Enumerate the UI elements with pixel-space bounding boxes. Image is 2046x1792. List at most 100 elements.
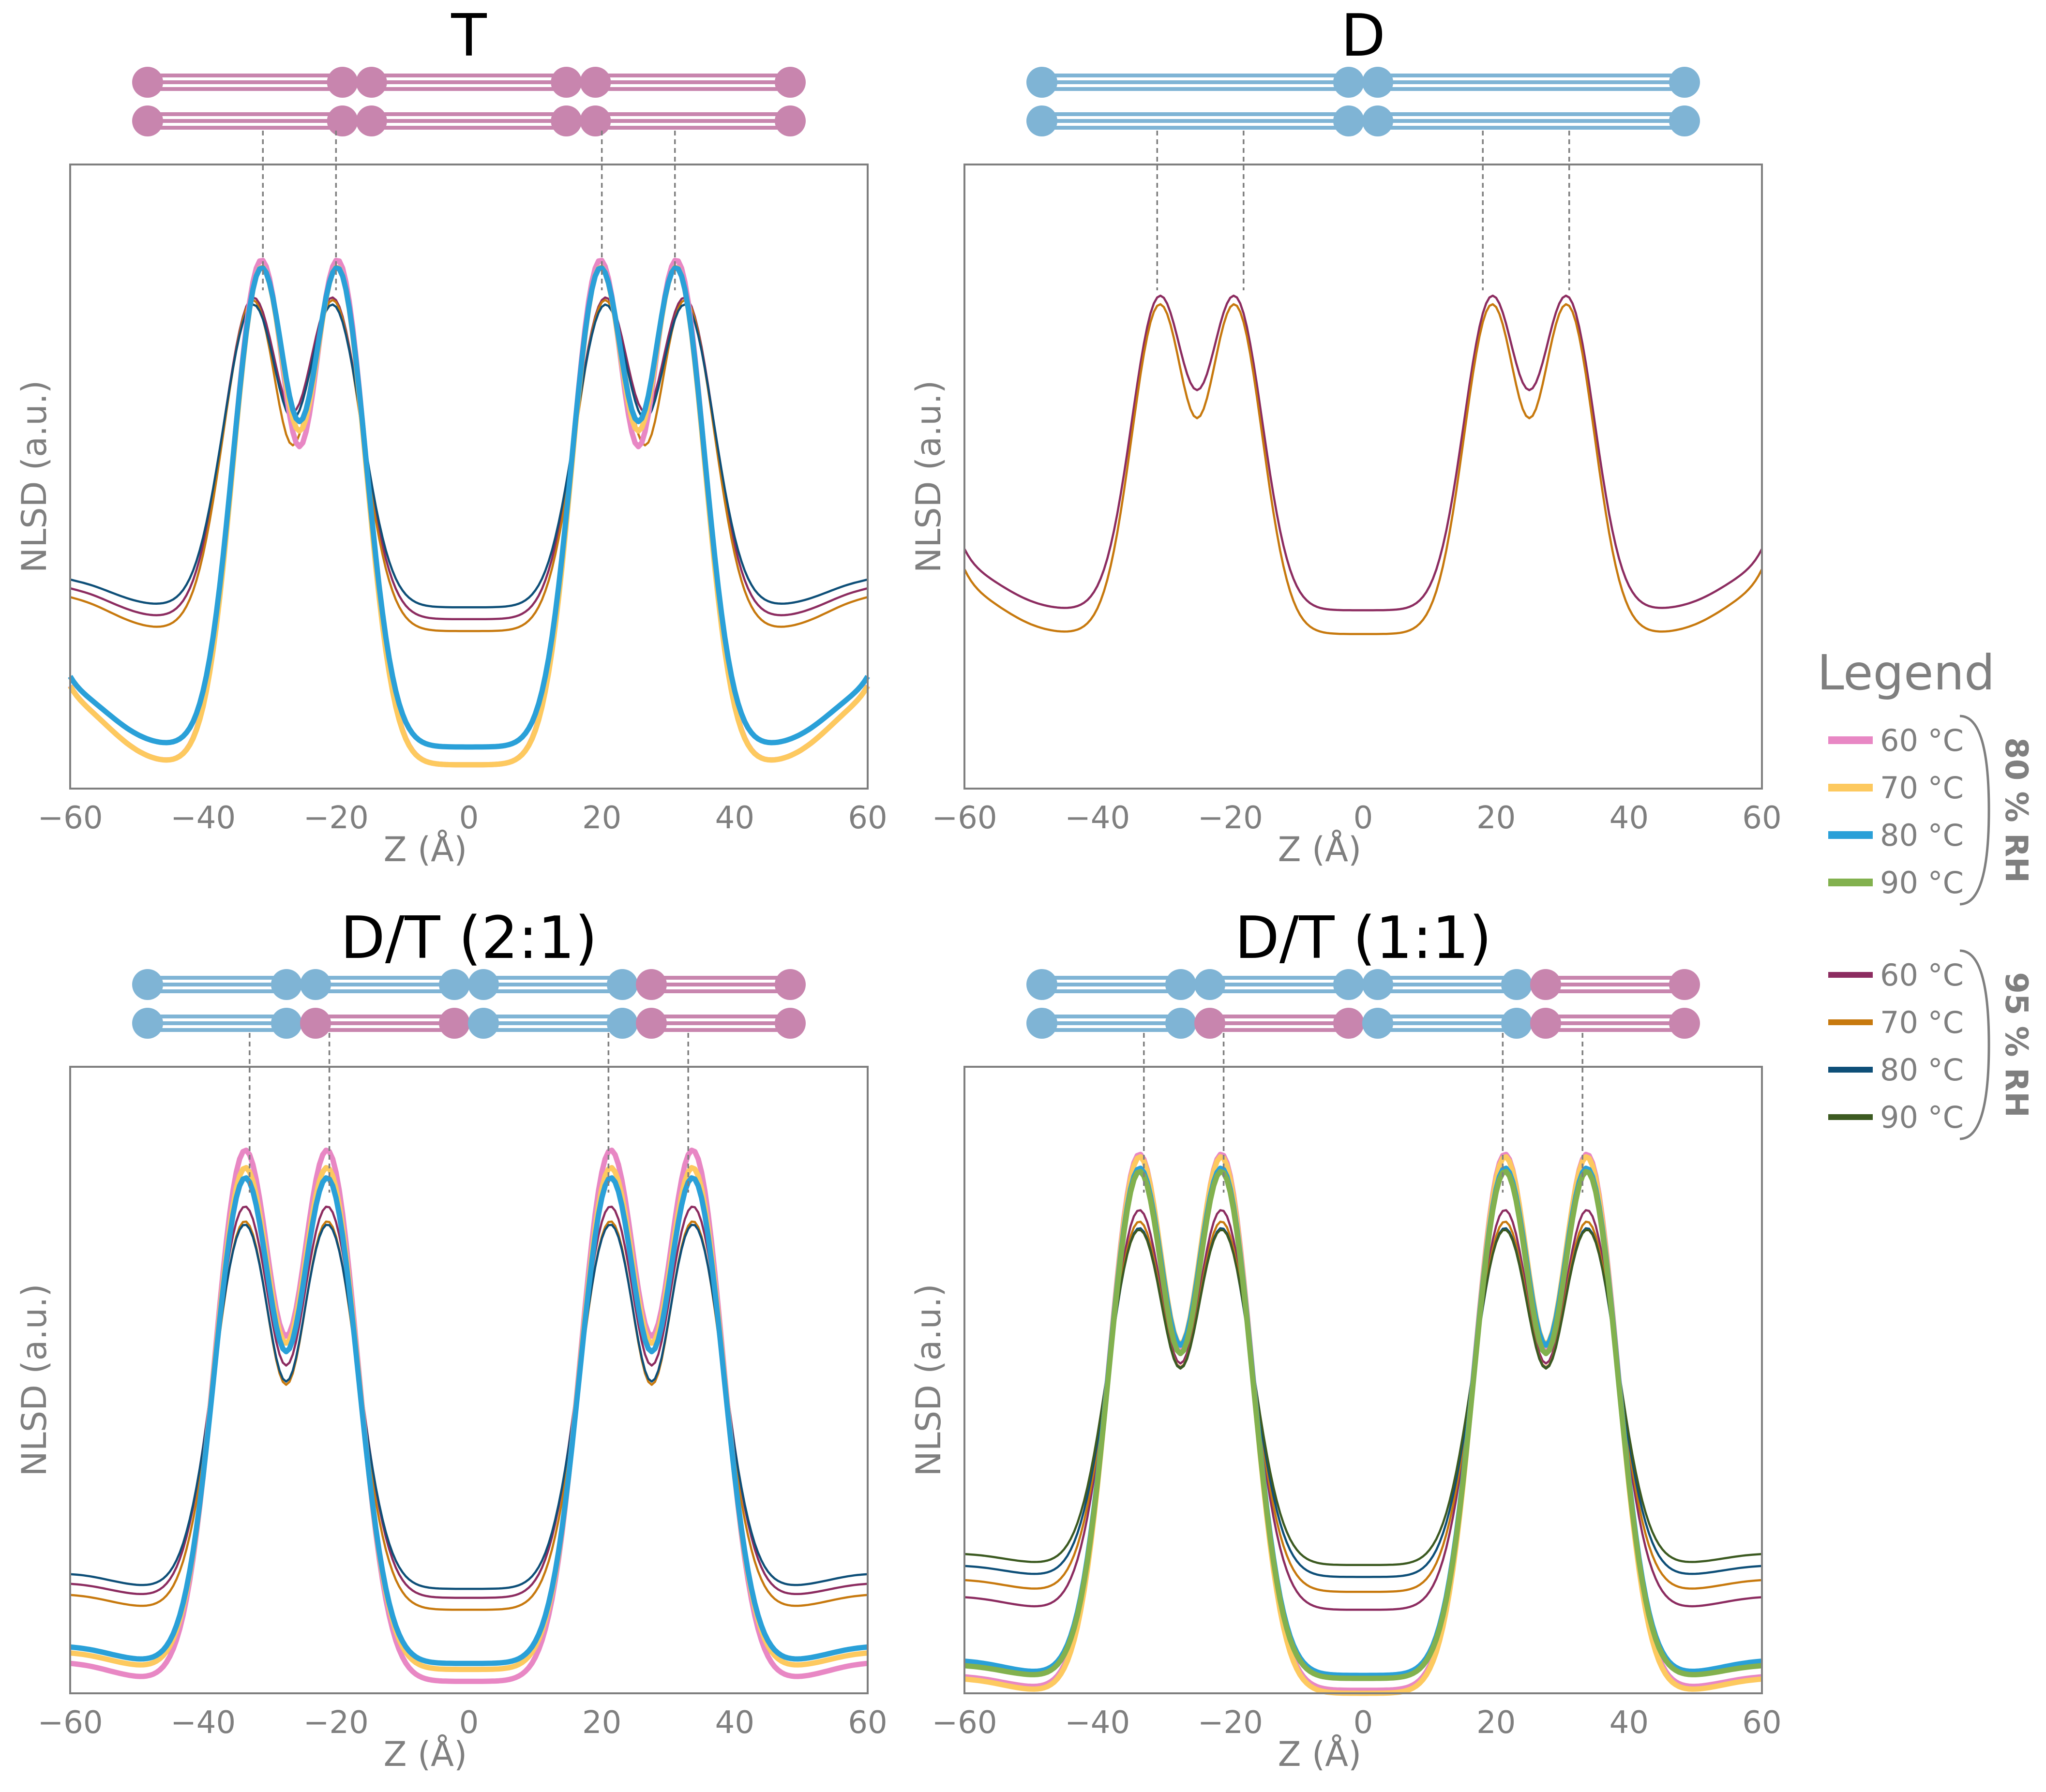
- x-axis-label: Z (Å): [384, 830, 467, 869]
- legend-bracket: [1959, 949, 1990, 1140]
- lipid-head: [775, 105, 806, 136]
- series-line-rh95-70: [964, 1221, 1762, 1593]
- lipid-head: [1362, 67, 1393, 98]
- lipid-head: [1333, 67, 1364, 98]
- lipid-head: [636, 1008, 667, 1039]
- legend: Legend 60 °C 70 °C 80 °C 90 °C 80 % RH 60 °C 70…: [1817, 644, 2034, 1140]
- series-line-rh80-70: [68, 265, 870, 768]
- axis-frame: [69, 1066, 869, 1694]
- series-line-rh95-90: [964, 1228, 1762, 1567]
- x-tick-label: −40: [170, 1705, 236, 1741]
- x-tick-label: −60: [932, 1705, 997, 1741]
- lipid-head: [1333, 1008, 1364, 1039]
- y-axis-label: NLSD (a.u.): [15, 380, 54, 573]
- x-tick-label: 0: [1354, 1705, 1373, 1741]
- lipid-head: [1669, 1008, 1700, 1039]
- series-line-rh95-60: [70, 296, 868, 621]
- x-tick-label: 0: [459, 1705, 479, 1741]
- x-tick-label: −40: [1065, 1705, 1130, 1741]
- x-tick-label: −20: [303, 800, 369, 836]
- series-line-rh95-80: [70, 303, 868, 609]
- x-tick-label: −40: [1065, 800, 1130, 836]
- lipid-head: [775, 969, 806, 1000]
- series-line-rh80-90: [964, 1169, 1762, 1681]
- x-tick-label: −20: [1198, 1705, 1263, 1741]
- lipid-head: [1165, 969, 1196, 1000]
- lipid-schematic: [132, 969, 806, 1039]
- x-tick-label: 0: [1354, 800, 1373, 836]
- panel-title: D: [1341, 2, 1385, 70]
- lipid-head: [1194, 1008, 1225, 1039]
- lipid-head: [1501, 969, 1532, 1000]
- series-line-rh80-80: [68, 265, 870, 750]
- series-line-rh80-60: [70, 1148, 868, 1684]
- series-line-rh80-60: [68, 257, 870, 768]
- x-axis-label: Z (Å): [384, 1734, 467, 1774]
- lipid-head: [1362, 105, 1393, 136]
- lipid-head: [132, 969, 163, 1000]
- legend-bracket: [1959, 715, 1990, 906]
- lipid-head: [607, 969, 638, 1000]
- lipid-head: [327, 67, 358, 98]
- legend-entry-label: 90 °C: [1880, 1100, 1964, 1135]
- y-axis-label: NLSD (a.u.): [909, 380, 948, 573]
- panel-title: D/T (1:1): [1234, 905, 1491, 972]
- lipid-head: [607, 1008, 638, 1039]
- x-tick-label: −60: [37, 1705, 103, 1741]
- lipid-head: [1026, 67, 1057, 98]
- legend-entry-label: 60 °C: [1880, 957, 1964, 993]
- lipid-head: [300, 1008, 331, 1039]
- lipid-schematic: [1026, 969, 1700, 1039]
- lipid-head: [636, 969, 667, 1000]
- lipid-head: [1026, 105, 1057, 136]
- x-axis-label: Z (Å): [1278, 1734, 1362, 1774]
- lipid-head: [271, 969, 302, 1000]
- lipid-head: [1362, 969, 1393, 1000]
- x-tick-label: 20: [1476, 1705, 1516, 1741]
- panel-3: −60 −40 −20 0 20 40 60 Z (Å) NLSD (a.u.) D/T (1:1…: [909, 905, 1782, 1774]
- lipid-head: [356, 67, 387, 98]
- lipid-head: [1669, 105, 1700, 136]
- x-tick-label: −40: [170, 800, 236, 836]
- lipid-head: [1194, 969, 1225, 1000]
- x-tick-label: 40: [715, 1705, 754, 1741]
- x-tick-label: 20: [582, 1705, 621, 1741]
- lipid-head: [580, 67, 611, 98]
- legend-group-label: 80 % RH: [1998, 737, 2034, 883]
- series-line-rh95-60: [964, 1209, 1762, 1611]
- legend-entry-label: 60 °C: [1880, 723, 1964, 758]
- lipid-head: [439, 969, 470, 1000]
- legend-entry-label: 90 °C: [1880, 865, 1964, 900]
- x-tick-label: 60: [848, 800, 887, 836]
- axis-frame: [963, 164, 1763, 790]
- x-tick-label: 20: [582, 800, 621, 836]
- lipid-head: [1530, 969, 1561, 1000]
- lipid-head: [468, 1008, 499, 1039]
- lipid-head: [1669, 969, 1700, 1000]
- lipid-head: [580, 105, 611, 136]
- series-line-rh95-80: [964, 1227, 1762, 1578]
- lipid-head: [551, 105, 582, 136]
- axis-frame: [69, 164, 869, 790]
- series-line-rh95-70: [963, 303, 1763, 635]
- x-axis-label: Z (Å): [1278, 830, 1362, 869]
- legend-entry-label: 70 °C: [1880, 770, 1964, 806]
- lipid-schematic: [132, 67, 806, 136]
- x-tick-label: 60: [848, 1705, 887, 1741]
- lipid-head: [439, 1008, 470, 1039]
- lipid-head: [1530, 1008, 1561, 1039]
- x-tick-label: −20: [1198, 800, 1263, 836]
- axis-frame: [963, 1066, 1763, 1694]
- legend-entry-label: 70 °C: [1880, 1005, 1964, 1040]
- lipid-head: [132, 1008, 163, 1039]
- legend-entry-label: 80 °C: [1880, 818, 1964, 853]
- lipid-head: [1333, 969, 1364, 1000]
- legend-group-label: 95 % RH: [1998, 972, 2034, 1118]
- y-axis-label: NLSD (a.u.): [909, 1284, 948, 1476]
- lipid-head: [1333, 105, 1364, 136]
- lipid-head: [327, 105, 358, 136]
- x-tick-label: 60: [1742, 1705, 1781, 1741]
- panel-title: T: [451, 2, 487, 70]
- series-line-rh80-70: [964, 1154, 1762, 1696]
